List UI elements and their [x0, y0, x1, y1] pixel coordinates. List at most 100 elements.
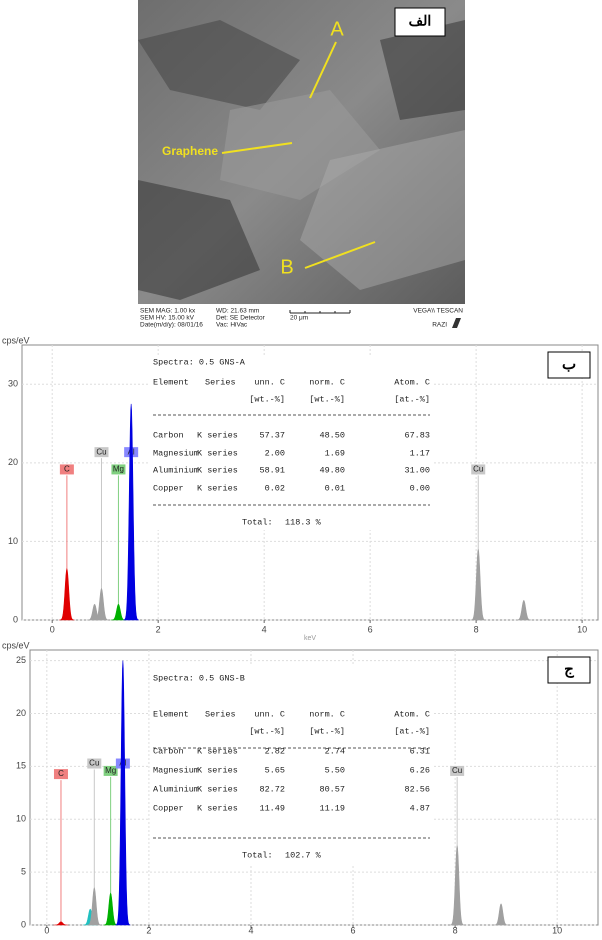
marker-label: Cu — [89, 759, 99, 768]
x-tick-label: 0 — [44, 925, 49, 935]
table-cell: 11.49 — [259, 803, 285, 813]
table-cell: 2.74 — [325, 746, 345, 756]
table-total: 102.7 % — [285, 850, 322, 860]
table-cell: 2.82 — [265, 746, 285, 756]
marker-label: Mg — [105, 766, 116, 775]
annotation: Graphene — [162, 144, 218, 158]
table-cell: Magnesium — [153, 448, 199, 458]
table-cell: 4.87 — [410, 803, 430, 813]
table-cell: 58.91 — [259, 465, 285, 475]
logo — [452, 318, 461, 328]
annotation: B — [280, 256, 293, 278]
annotation: A — [330, 18, 344, 40]
table-cell: K series — [197, 430, 238, 440]
table-cell: 0.01 — [325, 483, 345, 493]
table-total-label: Total: — [242, 517, 273, 527]
table-cell: 80.57 — [319, 784, 345, 794]
table-title: Spectra: 0.5 GNS-A — [153, 357, 246, 367]
table-header: Atom. C — [394, 709, 430, 719]
x-tick-label: 8 — [474, 624, 479, 634]
table-total: 118.3 % — [285, 517, 322, 527]
table-cell: 82.56 — [404, 784, 430, 794]
marker-label: Mg — [113, 465, 124, 474]
x-tick-label: 8 — [453, 925, 458, 935]
table-total-label: Total: — [242, 850, 273, 860]
x-axis-label: keV — [304, 635, 316, 642]
table-cell: Copper — [153, 483, 184, 493]
table-header: norm. C — [309, 377, 345, 387]
table-cell: K series — [197, 803, 238, 813]
table-cell: 1.69 — [325, 448, 345, 458]
table-cell: Carbon — [153, 746, 184, 756]
table-unit: [at.-%] — [394, 394, 430, 404]
table-cell: 5.50 — [325, 765, 345, 775]
table-header: Series — [205, 377, 236, 387]
table-cell: 49.80 — [319, 465, 345, 475]
table-cell: K series — [197, 448, 238, 458]
x-tick-label: 4 — [248, 925, 253, 935]
table-cell: K series — [197, 765, 238, 775]
marker-label: Cu — [96, 447, 106, 456]
table-cell: 5.65 — [265, 765, 285, 775]
table-cell: 31.00 — [404, 465, 430, 475]
table-unit: [wt.-%] — [309, 726, 345, 736]
marker-label: C — [58, 769, 64, 778]
table-header: Series — [205, 709, 236, 719]
table-cell: 0.02 — [265, 483, 285, 493]
table-header: Atom. C — [394, 377, 430, 387]
table-cell: Carbon — [153, 430, 184, 440]
scale-bar — [290, 310, 350, 313]
y-tick-label: 0 — [13, 614, 18, 624]
table-cell: 82.72 — [259, 784, 285, 794]
table-header: Element — [153, 377, 189, 387]
table-header: Element — [153, 709, 189, 719]
table-cell: 67.83 — [404, 430, 430, 440]
table-cell: Aluminium — [153, 784, 199, 794]
sem-info: WD: 21.63 mm — [216, 308, 259, 315]
y-axis-label: cps/eV — [2, 640, 30, 650]
table-unit: [wt.-%] — [249, 726, 285, 736]
marker-label: C — [64, 465, 70, 474]
sem-info: RAZI — [432, 322, 447, 329]
panel-label: الف — [409, 13, 432, 29]
table-cell: Copper — [153, 803, 184, 813]
table-cell: K series — [197, 746, 238, 756]
figure: الف A Graphene B SEM MAG: 1.00 kx WD: 21… — [0, 0, 602, 935]
y-axis-label: cps/eV — [2, 335, 30, 345]
table-cell: 6.31 — [410, 746, 430, 756]
x-tick-label: 4 — [262, 624, 267, 634]
x-tick-label: 2 — [156, 624, 161, 634]
y-tick-label: 10 — [16, 814, 26, 824]
sem-info: 20 μm — [290, 315, 308, 322]
sem-info: VEGA\\ TESCAN — [413, 308, 463, 315]
sem-info: Vac: HiVac — [216, 322, 248, 329]
y-tick-label: 0 — [21, 919, 26, 929]
table-cell: K series — [197, 483, 238, 493]
x-tick-label: 2 — [146, 925, 151, 935]
sem-info: Det: SE Detector — [216, 315, 266, 322]
sem-info: SEM MAG: 1.00 kx — [140, 308, 196, 315]
table-header: unn. C — [254, 709, 285, 719]
y-tick-label: 30 — [8, 379, 18, 389]
panel-label: ب — [562, 356, 576, 373]
x-tick-label: 6 — [351, 925, 356, 935]
y-tick-label: 20 — [8, 457, 18, 467]
sem-image: الف A Graphene B SEM MAG: 1.00 kx WD: 21… — [138, 0, 465, 329]
sem-info: Date(m/d/y): 08/01/16 — [140, 322, 203, 329]
x-tick-label: 10 — [552, 925, 562, 935]
marker-label: Cu — [452, 766, 462, 775]
panel-label: ج — [564, 661, 574, 678]
table-cell: 1.17 — [410, 448, 430, 458]
sem-info: SEM HV: 15.00 kV — [140, 315, 195, 322]
table-cell: 48.50 — [319, 430, 345, 440]
table-unit: [wt.-%] — [249, 394, 285, 404]
table-header: unn. C — [254, 377, 285, 387]
y-tick-label: 25 — [16, 655, 26, 665]
page: الف A Graphene B SEM MAG: 1.00 kx WD: 21… — [0, 0, 602, 935]
table-cell: Aluminium — [153, 465, 199, 475]
table-cell: 6.26 — [410, 765, 430, 775]
table-cell: 2.00 — [265, 448, 285, 458]
table-cell: Magnesium — [153, 765, 199, 775]
y-tick-label: 10 — [8, 536, 18, 546]
table-background — [150, 355, 432, 530]
